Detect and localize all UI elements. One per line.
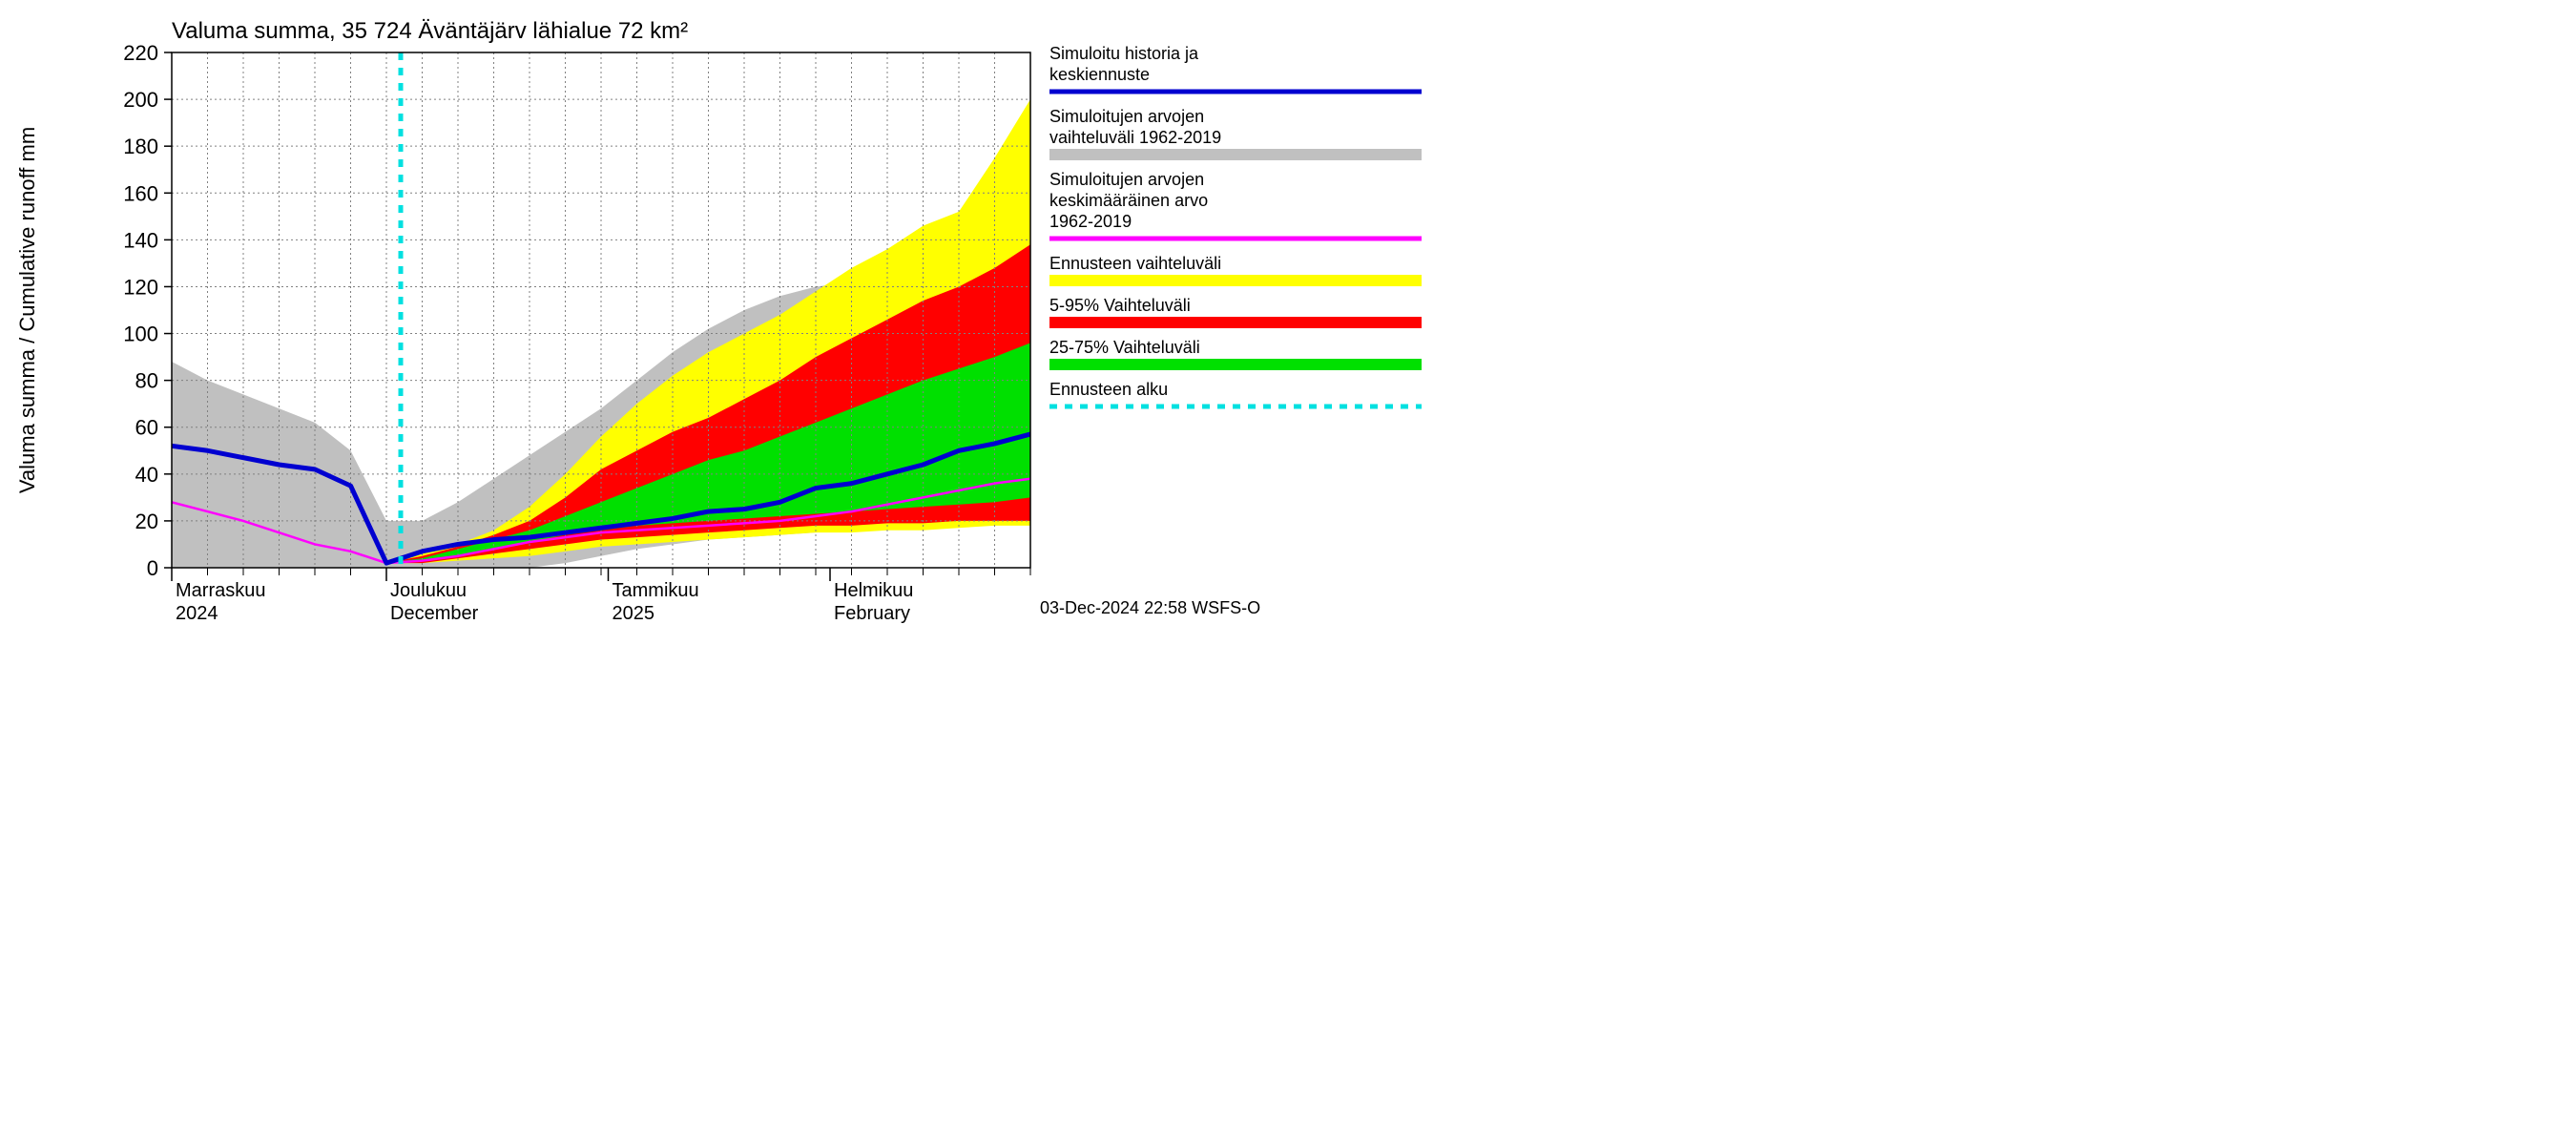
- month-label-bottom: 2025: [613, 603, 655, 624]
- legend-label: keskimääräinen arvo: [1049, 191, 1208, 210]
- legend-label: 1962-2019: [1049, 212, 1132, 231]
- legend-swatch: [1049, 275, 1422, 286]
- legend-label: vaihteluväli 1962-2019: [1049, 128, 1221, 147]
- chart-container: 020406080100120140160180200220Marraskuu2…: [0, 0, 1431, 636]
- ytick-label: 20: [135, 510, 158, 533]
- ytick-label: 40: [135, 463, 158, 487]
- ytick-label: 200: [123, 88, 158, 112]
- legend-swatch: [1049, 317, 1422, 328]
- ytick-label: 140: [123, 228, 158, 252]
- month-label-top: Marraskuu: [176, 580, 265, 601]
- ytick-label: 0: [147, 556, 158, 580]
- month-label-bottom: February: [834, 603, 910, 624]
- legend-label: Ennusteen vaihteluväli: [1049, 254, 1221, 273]
- ytick-label: 220: [123, 41, 158, 65]
- ytick-label: 100: [123, 323, 158, 346]
- ytick-label: 180: [123, 135, 158, 158]
- ytick-label: 60: [135, 416, 158, 440]
- month-label-top: Helmikuu: [834, 580, 913, 601]
- legend-swatch: [1049, 149, 1422, 160]
- legend-label: Simuloitujen arvojen: [1049, 107, 1204, 126]
- legend-label: keskiennuste: [1049, 65, 1150, 84]
- month-label-top: Joulukuu: [390, 580, 467, 601]
- ytick-label: 80: [135, 369, 158, 393]
- legend-label: Ennusteen alku: [1049, 380, 1168, 399]
- legend-label: 5-95% Vaihteluväli: [1049, 296, 1191, 315]
- ytick-label: 160: [123, 181, 158, 205]
- runoff-chart-svg: 020406080100120140160180200220Marraskuu2…: [0, 0, 1431, 636]
- legend-label: Simuloitu historia ja: [1049, 44, 1199, 63]
- month-label-bottom: December: [390, 603, 479, 624]
- month-label-bottom: 2024: [176, 603, 218, 624]
- chart-title: Valuma summa, 35 724 Äväntäjärv lähialue…: [172, 18, 688, 44]
- y-axis-label: Valuma summa / Cumulative runoff mm: [15, 127, 39, 493]
- legend-swatch: [1049, 359, 1422, 370]
- footer-timestamp: 03-Dec-2024 22:58 WSFS-O: [1040, 598, 1260, 617]
- legend-label: Simuloitujen arvojen: [1049, 170, 1204, 189]
- month-label-top: Tammikuu: [613, 580, 699, 601]
- ytick-label: 120: [123, 275, 158, 299]
- legend-label: 25-75% Vaihteluväli: [1049, 338, 1200, 357]
